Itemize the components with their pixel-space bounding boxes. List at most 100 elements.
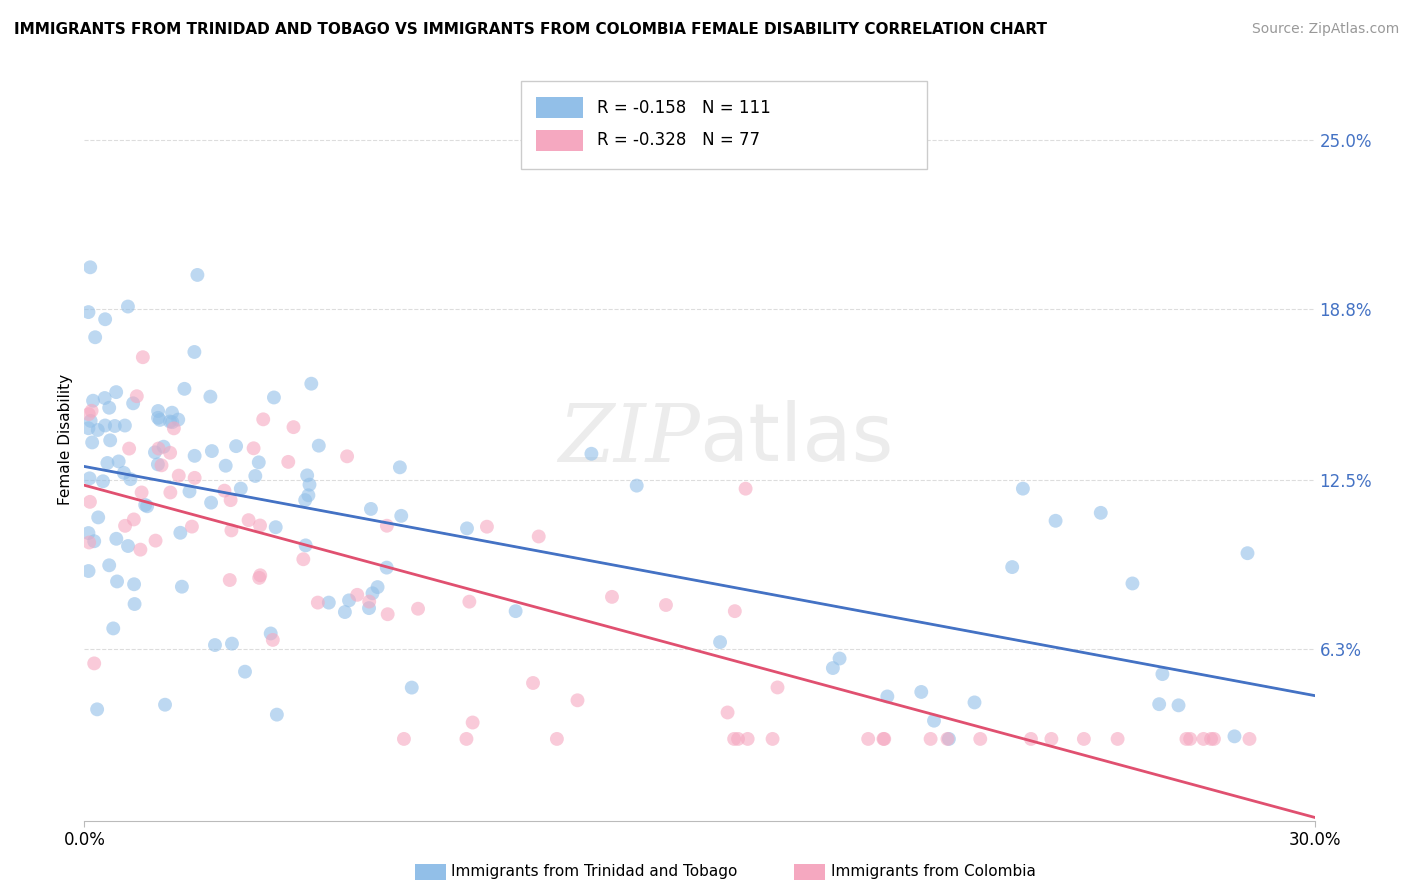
Point xyxy=(132,350,155,364)
Point xyxy=(724,604,747,618)
Point xyxy=(160,406,183,420)
Point xyxy=(761,731,783,746)
Point xyxy=(170,580,193,594)
Point xyxy=(922,714,945,728)
Point xyxy=(84,330,107,344)
Point xyxy=(475,519,498,533)
Point xyxy=(1239,731,1261,746)
Point xyxy=(118,442,141,456)
Point xyxy=(337,593,360,607)
Point xyxy=(225,439,247,453)
Point xyxy=(522,676,544,690)
Point xyxy=(86,702,108,716)
Point xyxy=(238,513,260,527)
Point xyxy=(87,423,110,437)
Point xyxy=(709,635,731,649)
Point xyxy=(262,632,284,647)
Point xyxy=(333,605,356,619)
Point xyxy=(249,568,271,582)
Point xyxy=(546,731,568,746)
Point xyxy=(221,524,243,538)
Text: IMMIGRANTS FROM TRINIDAD AND TOBAGO VS IMMIGRANTS FROM COLOMBIA FEMALE DISABILIT: IMMIGRANTS FROM TRINIDAD AND TOBAGO VS I… xyxy=(14,22,1047,37)
Bar xyxy=(536,129,582,151)
Point xyxy=(401,681,423,695)
Point xyxy=(122,396,145,410)
Point xyxy=(163,421,186,435)
Point xyxy=(247,455,270,469)
Point xyxy=(77,535,100,549)
Point xyxy=(94,312,117,326)
Point xyxy=(1175,731,1198,746)
Point xyxy=(117,300,139,314)
Point xyxy=(389,508,412,523)
Point xyxy=(252,412,274,426)
Point xyxy=(79,495,101,509)
Point xyxy=(346,588,368,602)
Point xyxy=(828,651,851,665)
Point xyxy=(150,458,173,473)
Point xyxy=(308,439,330,453)
Point xyxy=(766,681,789,695)
Point xyxy=(122,512,145,526)
Point xyxy=(283,420,305,434)
Point xyxy=(180,519,202,533)
Point xyxy=(107,454,129,468)
Point xyxy=(83,534,105,549)
Point xyxy=(963,695,986,709)
Point xyxy=(295,468,318,483)
Point xyxy=(1223,729,1246,743)
Point xyxy=(219,493,242,508)
Point xyxy=(98,558,121,573)
Point xyxy=(655,598,678,612)
Point xyxy=(125,389,148,403)
Point xyxy=(96,456,118,470)
Point xyxy=(124,597,146,611)
Point xyxy=(215,458,238,473)
Point xyxy=(299,376,322,391)
Text: Immigrants from Trinidad and Tobago: Immigrants from Trinidad and Tobago xyxy=(451,864,738,879)
Point xyxy=(131,485,153,500)
Point xyxy=(359,594,381,608)
Point xyxy=(200,390,222,404)
Text: atlas: atlas xyxy=(700,401,894,478)
Y-axis label: Female Disability: Female Disability xyxy=(58,374,73,505)
Point xyxy=(458,595,481,609)
Point xyxy=(567,693,589,707)
Point xyxy=(136,500,159,514)
Point xyxy=(734,482,756,496)
Point xyxy=(245,469,267,483)
Point xyxy=(360,502,382,516)
Point xyxy=(162,415,184,429)
Point xyxy=(723,731,745,746)
Point xyxy=(129,542,152,557)
Point xyxy=(626,478,648,492)
Point xyxy=(134,498,156,512)
Point xyxy=(527,529,550,543)
Point xyxy=(581,447,603,461)
Point xyxy=(1178,731,1201,746)
Point xyxy=(183,471,205,485)
Point xyxy=(920,731,942,746)
Point xyxy=(112,466,135,480)
Point xyxy=(318,596,340,610)
Point xyxy=(727,731,749,746)
Point xyxy=(143,445,166,459)
Point xyxy=(936,731,959,746)
Point xyxy=(79,414,101,428)
Point xyxy=(1236,546,1258,560)
Point xyxy=(357,601,380,615)
Point xyxy=(406,601,429,615)
Point xyxy=(856,731,879,746)
Point xyxy=(297,488,319,502)
Point xyxy=(876,690,898,704)
Point xyxy=(375,560,398,574)
Point xyxy=(461,715,484,730)
Text: Source: ZipAtlas.com: Source: ZipAtlas.com xyxy=(1251,22,1399,37)
Point xyxy=(159,485,181,500)
Point xyxy=(153,698,176,712)
Point xyxy=(183,345,205,359)
Text: R = -0.158   N = 111: R = -0.158 N = 111 xyxy=(598,98,770,117)
Point xyxy=(145,533,167,548)
Point xyxy=(120,472,142,486)
Point xyxy=(159,446,181,460)
